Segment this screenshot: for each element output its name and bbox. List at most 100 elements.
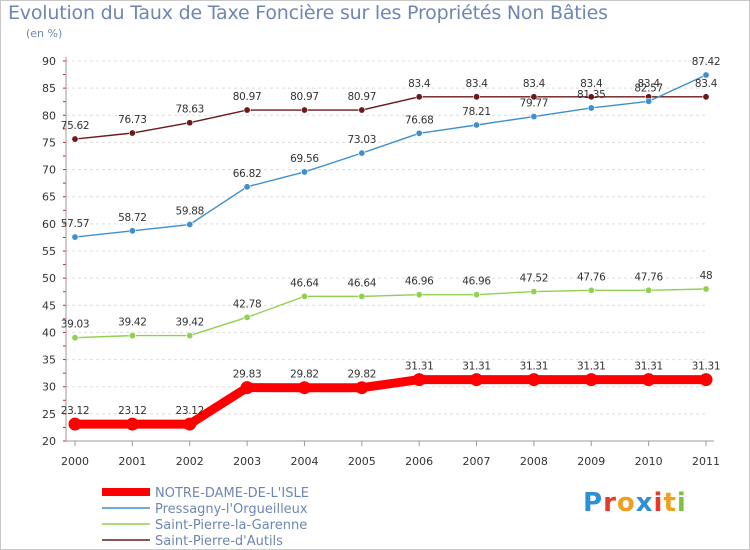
logo-letter: r: [603, 488, 617, 518]
data-point: [125, 417, 139, 431]
logo-letter: P: [583, 488, 604, 518]
y-tick-label: 45: [42, 299, 56, 312]
x-tick-label: 2010: [635, 455, 663, 468]
series-line-3: [74, 96, 707, 140]
data-point: [358, 106, 366, 114]
data-label: 57.57: [61, 218, 90, 230]
y-tick-label: 35: [42, 354, 56, 367]
x-tick-label: 2009: [577, 455, 605, 468]
data-label: 47.52: [520, 273, 549, 285]
data-point: [645, 286, 653, 294]
y-tick-label: 55: [42, 245, 56, 258]
y-tick-label: 65: [42, 191, 56, 204]
data-point: [186, 119, 194, 127]
data-label: 46.96: [405, 276, 434, 288]
data-label: 76.73: [118, 114, 147, 126]
data-point: [71, 233, 79, 241]
data-point: [128, 227, 136, 235]
data-label: 31.31: [405, 361, 434, 373]
data-point: [587, 286, 595, 294]
data-label: 48: [700, 270, 713, 282]
y-tick-label: 20: [42, 435, 56, 448]
data-label: 46.64: [290, 277, 319, 289]
x-tick-label: 2002: [176, 455, 204, 468]
logo-letter: i: [653, 488, 664, 518]
data-point: [587, 104, 595, 112]
data-label: 23.12: [175, 405, 204, 417]
x-tick-label: 2000: [61, 455, 89, 468]
data-point: [530, 93, 538, 101]
proxiti-logo: Proxiti: [583, 488, 687, 518]
data-label: 76.68: [405, 114, 434, 126]
data-label: 75.62: [61, 120, 90, 132]
data-point: [642, 373, 656, 387]
data-label: 78.63: [175, 104, 204, 116]
series-line-2: [74, 288, 707, 339]
legend-label-1: Pressagny-l'Orgueilleux: [155, 502, 308, 517]
data-point: [358, 149, 366, 157]
data-point: [240, 381, 254, 395]
data-label: 80.97: [348, 91, 377, 103]
data-label: 23.12: [61, 405, 90, 417]
data-point: [645, 97, 653, 105]
data-label: 46.96: [462, 276, 491, 288]
x-tick-label: 2001: [118, 455, 146, 468]
y-tick-label: 90: [42, 55, 56, 68]
x-tick-label: 2004: [290, 455, 318, 468]
y-tick-label: 30: [42, 381, 56, 394]
data-label: 23.12: [118, 405, 147, 417]
data-point: [527, 373, 541, 387]
data-label: 58.72: [118, 212, 147, 224]
x-tick-label: 2005: [348, 455, 376, 468]
data-label: 31.31: [634, 361, 663, 373]
data-label: 47.76: [634, 271, 663, 283]
data-label: 73.03: [348, 134, 377, 146]
x-tick-label: 2003: [233, 455, 261, 468]
x-tick-label: 2011: [692, 455, 720, 468]
data-label: 31.31: [520, 361, 549, 373]
data-label: 87.42: [692, 56, 721, 68]
series-lines: [68, 71, 713, 431]
data-point: [355, 381, 369, 395]
data-point: [300, 292, 308, 300]
logo-letter: i: [676, 488, 687, 518]
x-tick-label: 2007: [463, 455, 491, 468]
y-tick-label: 85: [42, 82, 56, 95]
data-point: [470, 373, 484, 387]
logo-letter: x: [635, 488, 654, 518]
data-point: [358, 292, 366, 300]
data-point: [412, 373, 426, 387]
axes: 20 25 30 35 40 45 50 55 60 65 70 75 80 85 90 2000 2001 20…: [42, 55, 720, 468]
data-point: [702, 93, 710, 101]
data-label: 39.42: [175, 317, 204, 329]
data-label: 83.4: [638, 78, 661, 90]
legend-label-0: NOTRE-DAME-DE-L'ISLE: [155, 486, 309, 501]
data-label: 29.83: [233, 369, 262, 381]
logo-letter: t: [663, 488, 677, 518]
y-tick-label: 75: [42, 136, 56, 149]
y-tick-label: 60: [42, 218, 56, 231]
data-point: [128, 332, 136, 340]
y-tick-label: 25: [42, 408, 56, 421]
data-point: [473, 121, 481, 129]
chart-unit-label: (en %): [26, 27, 63, 40]
data-label: 83.4: [580, 78, 603, 90]
data-point: [587, 93, 595, 101]
chart-title: Evolution du Taux de Taxe Foncière sur l…: [8, 2, 608, 24]
data-label: 29.82: [290, 369, 319, 381]
data-label: 69.56: [290, 153, 319, 165]
data-label: 39.03: [61, 319, 90, 331]
data-point: [71, 135, 79, 143]
y-tick-label: 70: [42, 164, 56, 177]
data-point: [300, 106, 308, 114]
logo-letter: o: [616, 488, 636, 518]
data-point: [243, 313, 251, 321]
data-label: 80.97: [290, 91, 319, 103]
data-point: [699, 373, 713, 387]
data-point: [530, 288, 538, 296]
data-labels: 75.62 76.73 78.63 80.97 80.97 80.97 83.4 83.4 83…: [61, 56, 721, 417]
data-label: 66.82: [233, 168, 262, 180]
data-point: [584, 373, 598, 387]
